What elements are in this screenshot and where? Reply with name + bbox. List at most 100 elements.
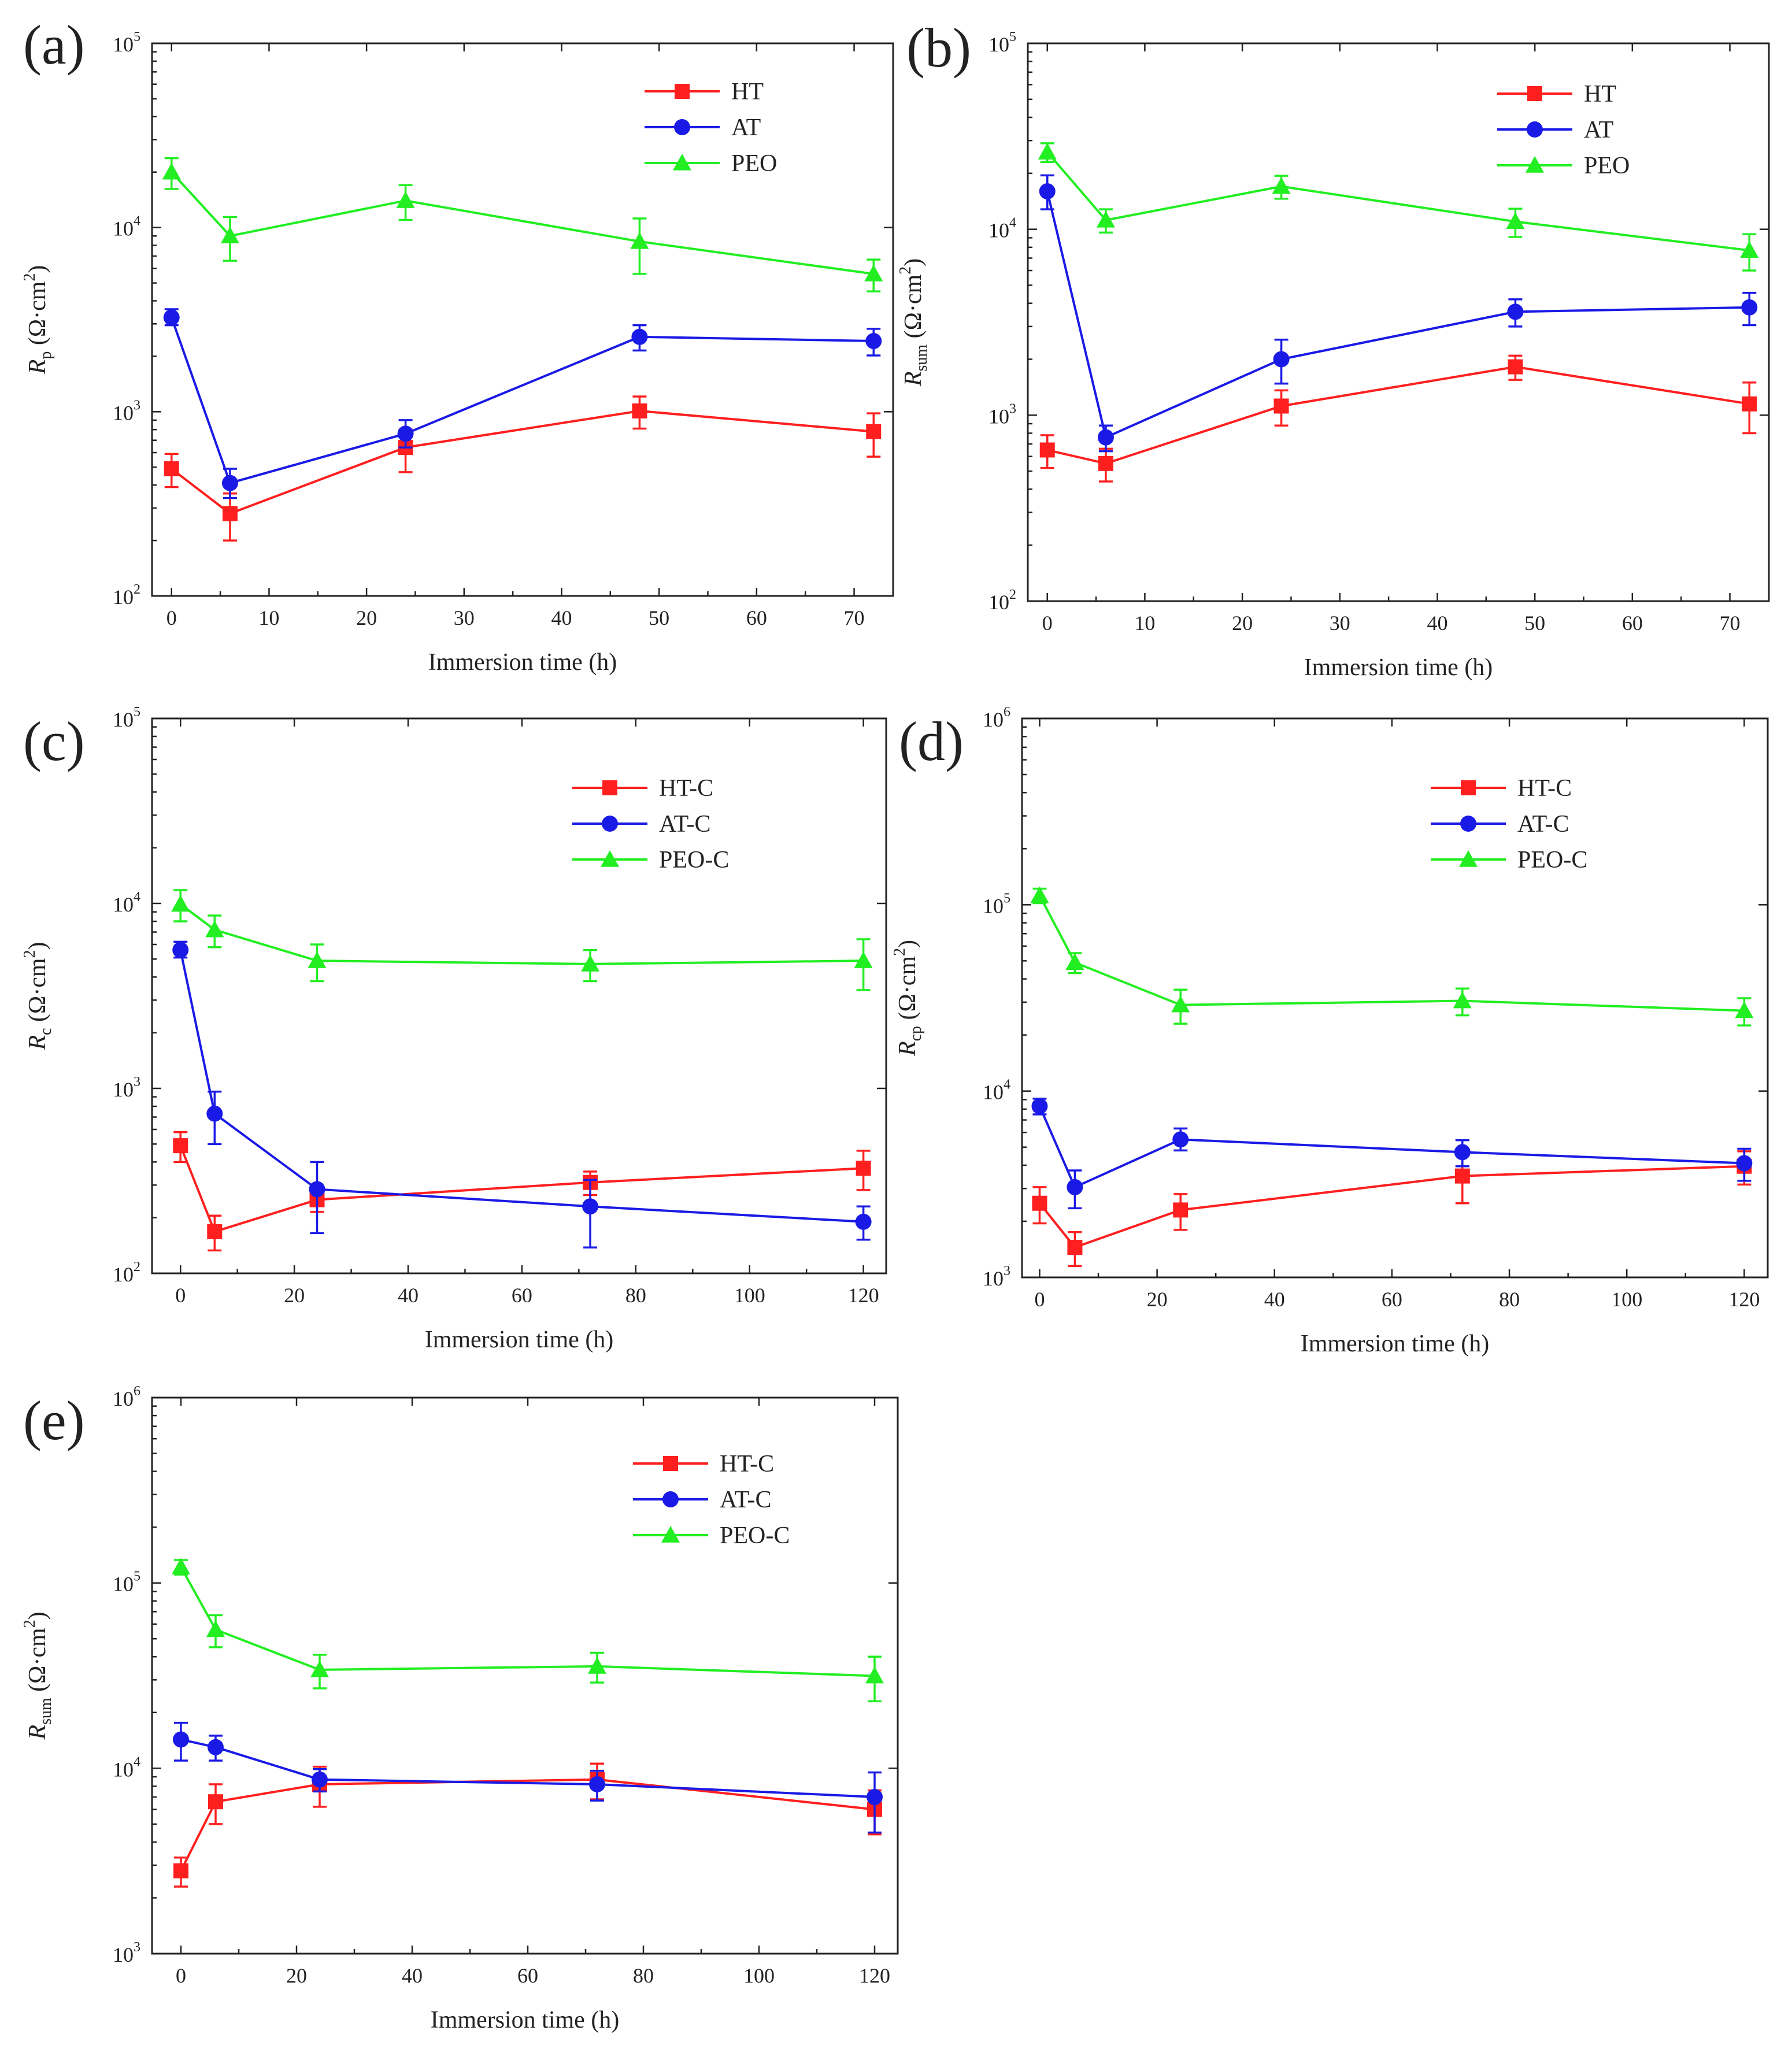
x-tick-label: 50 — [649, 606, 669, 629]
y-axis-subscript: cp — [907, 1026, 925, 1041]
x-tick-label: 40 — [402, 1964, 423, 1987]
x-axis-title: Immersion time (h) — [1301, 1331, 1490, 1357]
legend-entry-peo: PEO — [645, 150, 777, 177]
data-point — [309, 1181, 325, 1198]
y-axis-symbol: R — [24, 1035, 51, 1051]
y-tick-mantissa: 10 — [988, 219, 1009, 242]
y-axis-symbol: R — [24, 1725, 51, 1740]
y-axis-unit-close: ) — [24, 265, 51, 273]
data-point — [1453, 991, 1472, 1009]
legend-marker — [674, 119, 690, 135]
y-tick-exponent: 3 — [134, 398, 140, 413]
legend-entry-at: AT — [645, 114, 761, 141]
data-point — [1507, 303, 1524, 320]
x-axis-title: Immersion time (h) — [1304, 654, 1493, 681]
plot-frame — [151, 1396, 899, 1955]
x-tick-label: 60 — [1382, 1288, 1402, 1311]
chart-panel-e: (e)0 20 40 60 80 100 120103104105106Immersion … — [21, 1384, 899, 2033]
x-tick-label: 70 — [844, 606, 865, 629]
y-tick-label: 106 — [983, 705, 1010, 731]
x-tick-label: 120 — [1728, 1288, 1760, 1311]
y-tick-exponent: 3 — [1009, 401, 1016, 416]
y-axis-subscript: p — [37, 351, 55, 360]
y-tick-exponent: 3 — [134, 1940, 140, 1955]
x-tick-label: 0 — [166, 606, 177, 629]
x-tick-label: 80 — [633, 1964, 654, 1987]
data-point — [396, 191, 415, 208]
data-point — [222, 506, 238, 521]
y-tick-exponent: 4 — [1009, 216, 1016, 231]
x-tick-label: 80 — [625, 1284, 646, 1307]
y-tick-mantissa: 10 — [983, 708, 1004, 731]
data-point — [1030, 886, 1049, 903]
legend-marker — [663, 1456, 678, 1471]
legend-label: HT — [731, 79, 764, 105]
y-tick-label: 104 — [113, 1754, 140, 1781]
data-point — [1735, 1001, 1754, 1018]
legend-label: PEO — [731, 150, 777, 177]
x-tick-label: 70 — [1720, 612, 1741, 635]
legend-marker — [602, 780, 617, 795]
data-point — [588, 1657, 606, 1674]
y-axis-unit: (Ω·cm — [900, 275, 927, 344]
y-axis-title: Rsum (Ω·cm2) — [21, 1611, 55, 1740]
y-tick-exponent: 2 — [134, 1259, 140, 1274]
data-point — [1067, 1239, 1083, 1255]
x-tick-label: 120 — [859, 1964, 890, 1987]
chart-panel-a: (a)0 10 20 30 40 50 60 70102103104105Immersion … — [21, 14, 894, 676]
y-tick-mantissa: 10 — [113, 33, 134, 56]
data-point — [162, 162, 181, 180]
legend-marker — [661, 1526, 680, 1543]
data-point — [308, 951, 327, 968]
series-peo-c — [172, 1557, 884, 1703]
y-tick-label: 102 — [988, 587, 1016, 614]
data-point — [310, 1660, 329, 1677]
y-tick-exponent: 4 — [134, 890, 140, 905]
y-axis-unit-close: ) — [24, 1611, 51, 1620]
data-point — [173, 1863, 188, 1879]
y-axis-unit: (Ω·cm — [24, 281, 51, 351]
x-tick-label: 30 — [1330, 612, 1350, 635]
legend-label: HT-C — [1517, 775, 1572, 802]
y-axis-unit: (Ω·cm — [24, 1628, 51, 1698]
series-at — [1039, 174, 1758, 453]
data-point — [630, 232, 649, 249]
legend-entry-peo-c: PEO-C — [572, 847, 729, 873]
legend-marker — [662, 1491, 679, 1507]
y-tick-label: 105 — [988, 29, 1016, 56]
x-tick-label: 20 — [1232, 612, 1253, 635]
data-point — [1742, 396, 1757, 412]
y-tick-exponent: 4 — [134, 214, 140, 229]
y-tick-exponent: 3 — [134, 1075, 140, 1090]
data-point — [207, 1224, 223, 1239]
data-point — [221, 475, 238, 491]
data-point — [1273, 351, 1290, 368]
x-tick-label: 10 — [258, 606, 279, 629]
legend-entry-ht: HT — [645, 79, 764, 105]
y-tick-mantissa: 10 — [113, 1263, 134, 1286]
legend-label: HT — [1584, 81, 1616, 108]
y-axis-superscript: 2 — [21, 950, 39, 958]
panel-label: (c) — [23, 710, 85, 772]
data-point — [1508, 359, 1523, 375]
y-tick-mantissa: 10 — [983, 894, 1004, 917]
y-tick-mantissa: 10 — [113, 586, 134, 609]
y-axis-symbol: R — [894, 1041, 921, 1057]
x-tick-label: 60 — [512, 1284, 532, 1307]
data-point — [172, 1557, 190, 1574]
data-point — [208, 1794, 223, 1810]
series-at-c — [173, 1721, 883, 1834]
y-axis-unit-close: ) — [900, 258, 927, 266]
data-point — [163, 309, 180, 326]
y-tick-exponent: 3 — [1004, 1264, 1010, 1279]
data-point — [582, 1198, 599, 1215]
series-ht-c — [1032, 1150, 1752, 1268]
y-tick-label: 106 — [113, 1384, 140, 1410]
legend-marker — [602, 816, 618, 832]
data-point — [164, 461, 179, 477]
y-tick-mantissa: 10 — [113, 1758, 134, 1781]
y-tick-mantissa: 10 — [113, 893, 134, 916]
y-tick-label: 103 — [983, 1264, 1010, 1290]
data-point — [1031, 1098, 1048, 1114]
legend-label: PEO — [1584, 153, 1630, 179]
